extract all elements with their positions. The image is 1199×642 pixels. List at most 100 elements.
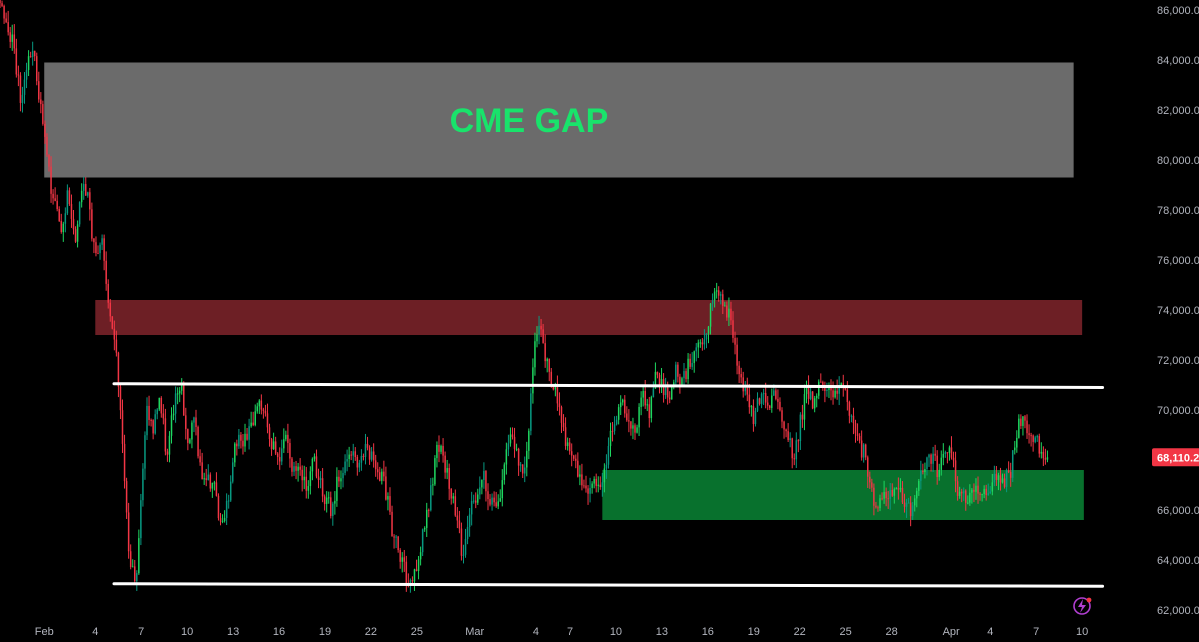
candle [129,544,132,570]
candle [958,486,961,499]
candle [621,398,624,406]
last-price-tag: 68,110.2 [1152,448,1199,467]
candle [891,483,894,497]
candle [818,379,820,400]
candle [689,353,691,370]
candle [756,392,759,413]
candle [521,464,524,479]
candle [528,428,530,460]
candle [916,487,918,508]
candle [293,461,295,476]
candle [1,0,3,8]
candle [232,457,234,484]
candle [223,510,226,523]
candle [922,463,924,475]
candle [707,325,710,344]
candle [425,502,428,537]
candle [119,384,122,420]
resistance-zone [95,300,1083,335]
candle [650,395,653,423]
candle [87,191,89,198]
candle [5,12,7,24]
candle [519,462,522,472]
candle [281,439,283,466]
candle [1032,434,1034,452]
x-tick-label: 7 [567,626,573,638]
range-top-line[interactable] [112,382,1105,389]
candle [869,471,871,489]
candle [1042,446,1045,467]
x-tick-label: 10 [181,626,193,638]
candle [948,445,951,461]
candle [789,432,791,448]
candle [344,454,346,476]
candle [875,501,877,509]
candle [858,433,861,444]
candle [325,491,328,513]
candle [387,492,389,511]
candle [54,187,56,202]
candle [928,453,930,467]
candle [834,386,836,399]
candle [266,403,269,434]
candle [348,446,350,467]
x-axis[interactable]: Feb 4 7 10 13 16 19 22 25 Mar 4 7 10 13 16 19 22 25 28 Apr 4… [35,626,1089,638]
candle [556,375,559,411]
y-tick-label: 78,000.0 [1157,205,1199,217]
lines-layer [112,382,1105,588]
candle [309,466,312,495]
candle [60,213,63,234]
candle [395,534,397,549]
candle [611,422,614,442]
candle [385,466,387,501]
candle [13,24,16,54]
candle [15,38,18,78]
candle [711,293,714,311]
candle [246,427,248,441]
candle [652,381,655,398]
candle [260,394,263,415]
candle [56,194,58,212]
candle [319,471,322,489]
candle [27,50,30,76]
candle [619,395,622,416]
candle [101,234,103,250]
candle [285,430,287,442]
candle [693,350,695,373]
candle [944,450,947,458]
range-bottom-line[interactable] [112,582,1105,588]
candle [591,481,593,494]
y-tick-label: 82,000.0 [1157,105,1199,117]
candle [168,431,171,463]
candle [68,187,71,206]
candle [236,439,238,456]
candle [299,458,301,476]
candle [217,493,220,521]
candle [513,427,516,458]
candle [760,392,763,409]
candle [962,487,965,501]
candle [240,432,242,449]
candle [873,483,875,516]
candle [848,400,851,424]
candle [981,493,983,502]
candle [1007,461,1010,474]
candle [971,488,973,504]
candle [877,505,879,512]
candle [1016,430,1018,453]
candle [632,417,634,440]
candle [544,334,546,368]
candle [899,478,902,493]
candle [483,462,485,489]
candle [803,384,806,431]
candle [526,441,528,477]
candle [466,515,469,545]
candle [187,428,189,451]
candle [250,411,252,428]
candle [695,343,698,362]
candle [97,245,99,255]
candle [458,510,461,534]
x-tick-label: 16 [273,626,285,638]
lightning-icon[interactable] [1073,597,1092,615]
